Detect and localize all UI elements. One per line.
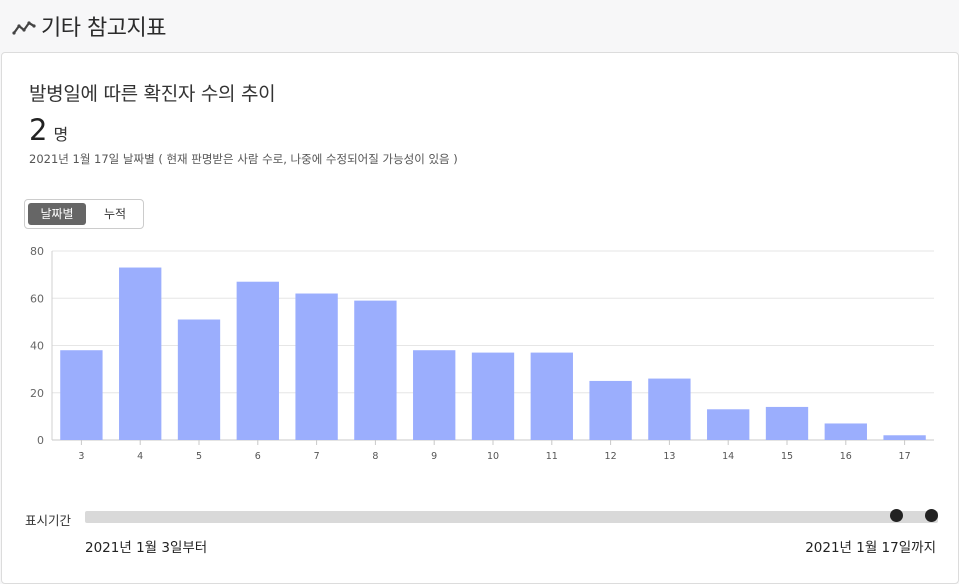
x-tick-label: 5 — [196, 451, 202, 462]
bar — [648, 378, 691, 440]
date-note: 2021년 1월 17일 날짜별 ( 현재 판명받은 사람 수로, 나중에 수정… — [29, 152, 458, 166]
daily-toggle-button[interactable]: 날짜별 — [28, 203, 86, 225]
bar — [119, 267, 162, 440]
bar — [413, 350, 456, 440]
case-count-unit: 명 — [53, 125, 69, 144]
page-title: 기타 참고지표 — [41, 16, 166, 41]
x-tick-label: 7 — [314, 451, 320, 462]
x-tick-label: 15 — [781, 451, 793, 462]
view-toggle: 날짜별 누적 — [24, 199, 144, 229]
y-tick-label: 20 — [30, 387, 44, 400]
range-start-handle[interactable] — [890, 509, 903, 522]
x-tick-label: 3 — [78, 451, 84, 462]
range-slider-track[interactable] — [85, 511, 938, 523]
x-tick-label: 8 — [372, 451, 378, 462]
range-end-handle[interactable] — [925, 509, 938, 522]
x-tick-label: 13 — [663, 451, 675, 462]
y-tick-label: 80 — [30, 245, 44, 258]
y-tick-label: 40 — [30, 340, 44, 353]
bar — [589, 380, 632, 440]
cumulative-toggle-button[interactable]: 누적 — [103, 207, 127, 221]
bar — [60, 350, 103, 440]
bar — [295, 293, 338, 440]
x-tick-label: 10 — [487, 451, 499, 462]
y-tick-label: 0 — [37, 434, 44, 447]
trend-line-icon — [12, 21, 36, 35]
bar — [471, 352, 515, 440]
x-tick-label: 17 — [899, 451, 911, 462]
range-end-date: 2021년 1월 17일까지 — [805, 540, 936, 556]
x-tick-label: 9 — [431, 451, 437, 462]
range-label: 표시기간 — [25, 513, 72, 528]
bar — [354, 300, 397, 440]
x-tick-label: 11 — [546, 451, 558, 462]
bar — [883, 435, 926, 440]
bar-chart: 0 20 40 60 80 3 4 5 6 7 8 9 10 11 12 13 14 15 16 17 — [30, 245, 934, 462]
bar — [707, 409, 750, 440]
range-start-date: 2021년 1월 3일부터 — [85, 540, 208, 556]
bar — [530, 352, 573, 440]
card-title: 발병일에 따른 확진자 수의 추이 — [29, 83, 276, 105]
bar — [177, 319, 221, 440]
y-tick-label: 60 — [30, 292, 44, 305]
x-tick-label: 6 — [255, 451, 261, 462]
bar — [765, 406, 809, 440]
x-tick-label: 14 — [722, 451, 734, 462]
x-tick-label: 4 — [137, 451, 143, 462]
x-tick-label: 16 — [840, 451, 852, 462]
bar — [824, 423, 867, 440]
case-count-value: 2 — [29, 113, 48, 147]
bar — [236, 281, 279, 440]
x-tick-label: 12 — [605, 451, 617, 462]
page-header: 기타 참고지표 — [0, 0, 959, 52]
